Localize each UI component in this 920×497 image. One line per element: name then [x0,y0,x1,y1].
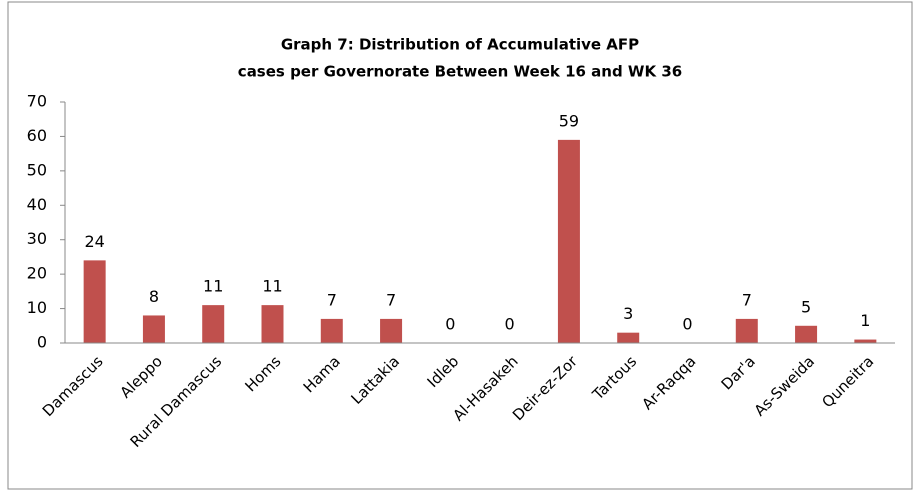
bar [380,318,403,343]
data-label: 59 [559,111,579,130]
bar [735,318,758,343]
data-label: 0 [445,315,455,334]
data-label: 0 [505,315,515,334]
y-tick-label: 70 [27,92,47,111]
data-label: 11 [203,277,223,296]
data-label: 0 [682,315,692,334]
y-tick-label: 40 [27,195,47,214]
y-tick-label: 50 [27,160,47,179]
data-label: 7 [742,290,752,309]
chart-title: Graph 7: Distribution of Accumulative AF… [281,36,639,54]
bar [142,315,165,343]
data-label: 7 [327,290,337,309]
data-label: 11 [262,277,282,296]
chart-title: cases per Governorate Between Week 16 an… [238,63,682,81]
bar [795,325,818,343]
bar [557,139,580,343]
bar [320,318,343,343]
bar [202,305,225,343]
data-label: 1 [860,311,870,330]
chart-border [7,1,913,490]
y-tick-label: 60 [27,126,47,145]
data-label: 7 [386,290,396,309]
bar [83,260,106,343]
bar [261,305,284,343]
y-tick-label: 20 [27,264,47,283]
y-tick-label: 0 [37,333,47,352]
y-tick-label: 30 [27,229,47,248]
bar [617,332,640,343]
data-label: 3 [623,304,633,323]
data-label: 5 [801,297,811,316]
y-tick-label: 10 [27,298,47,317]
data-label: 24 [84,232,104,251]
bar [854,339,877,343]
data-label: 8 [149,287,159,306]
